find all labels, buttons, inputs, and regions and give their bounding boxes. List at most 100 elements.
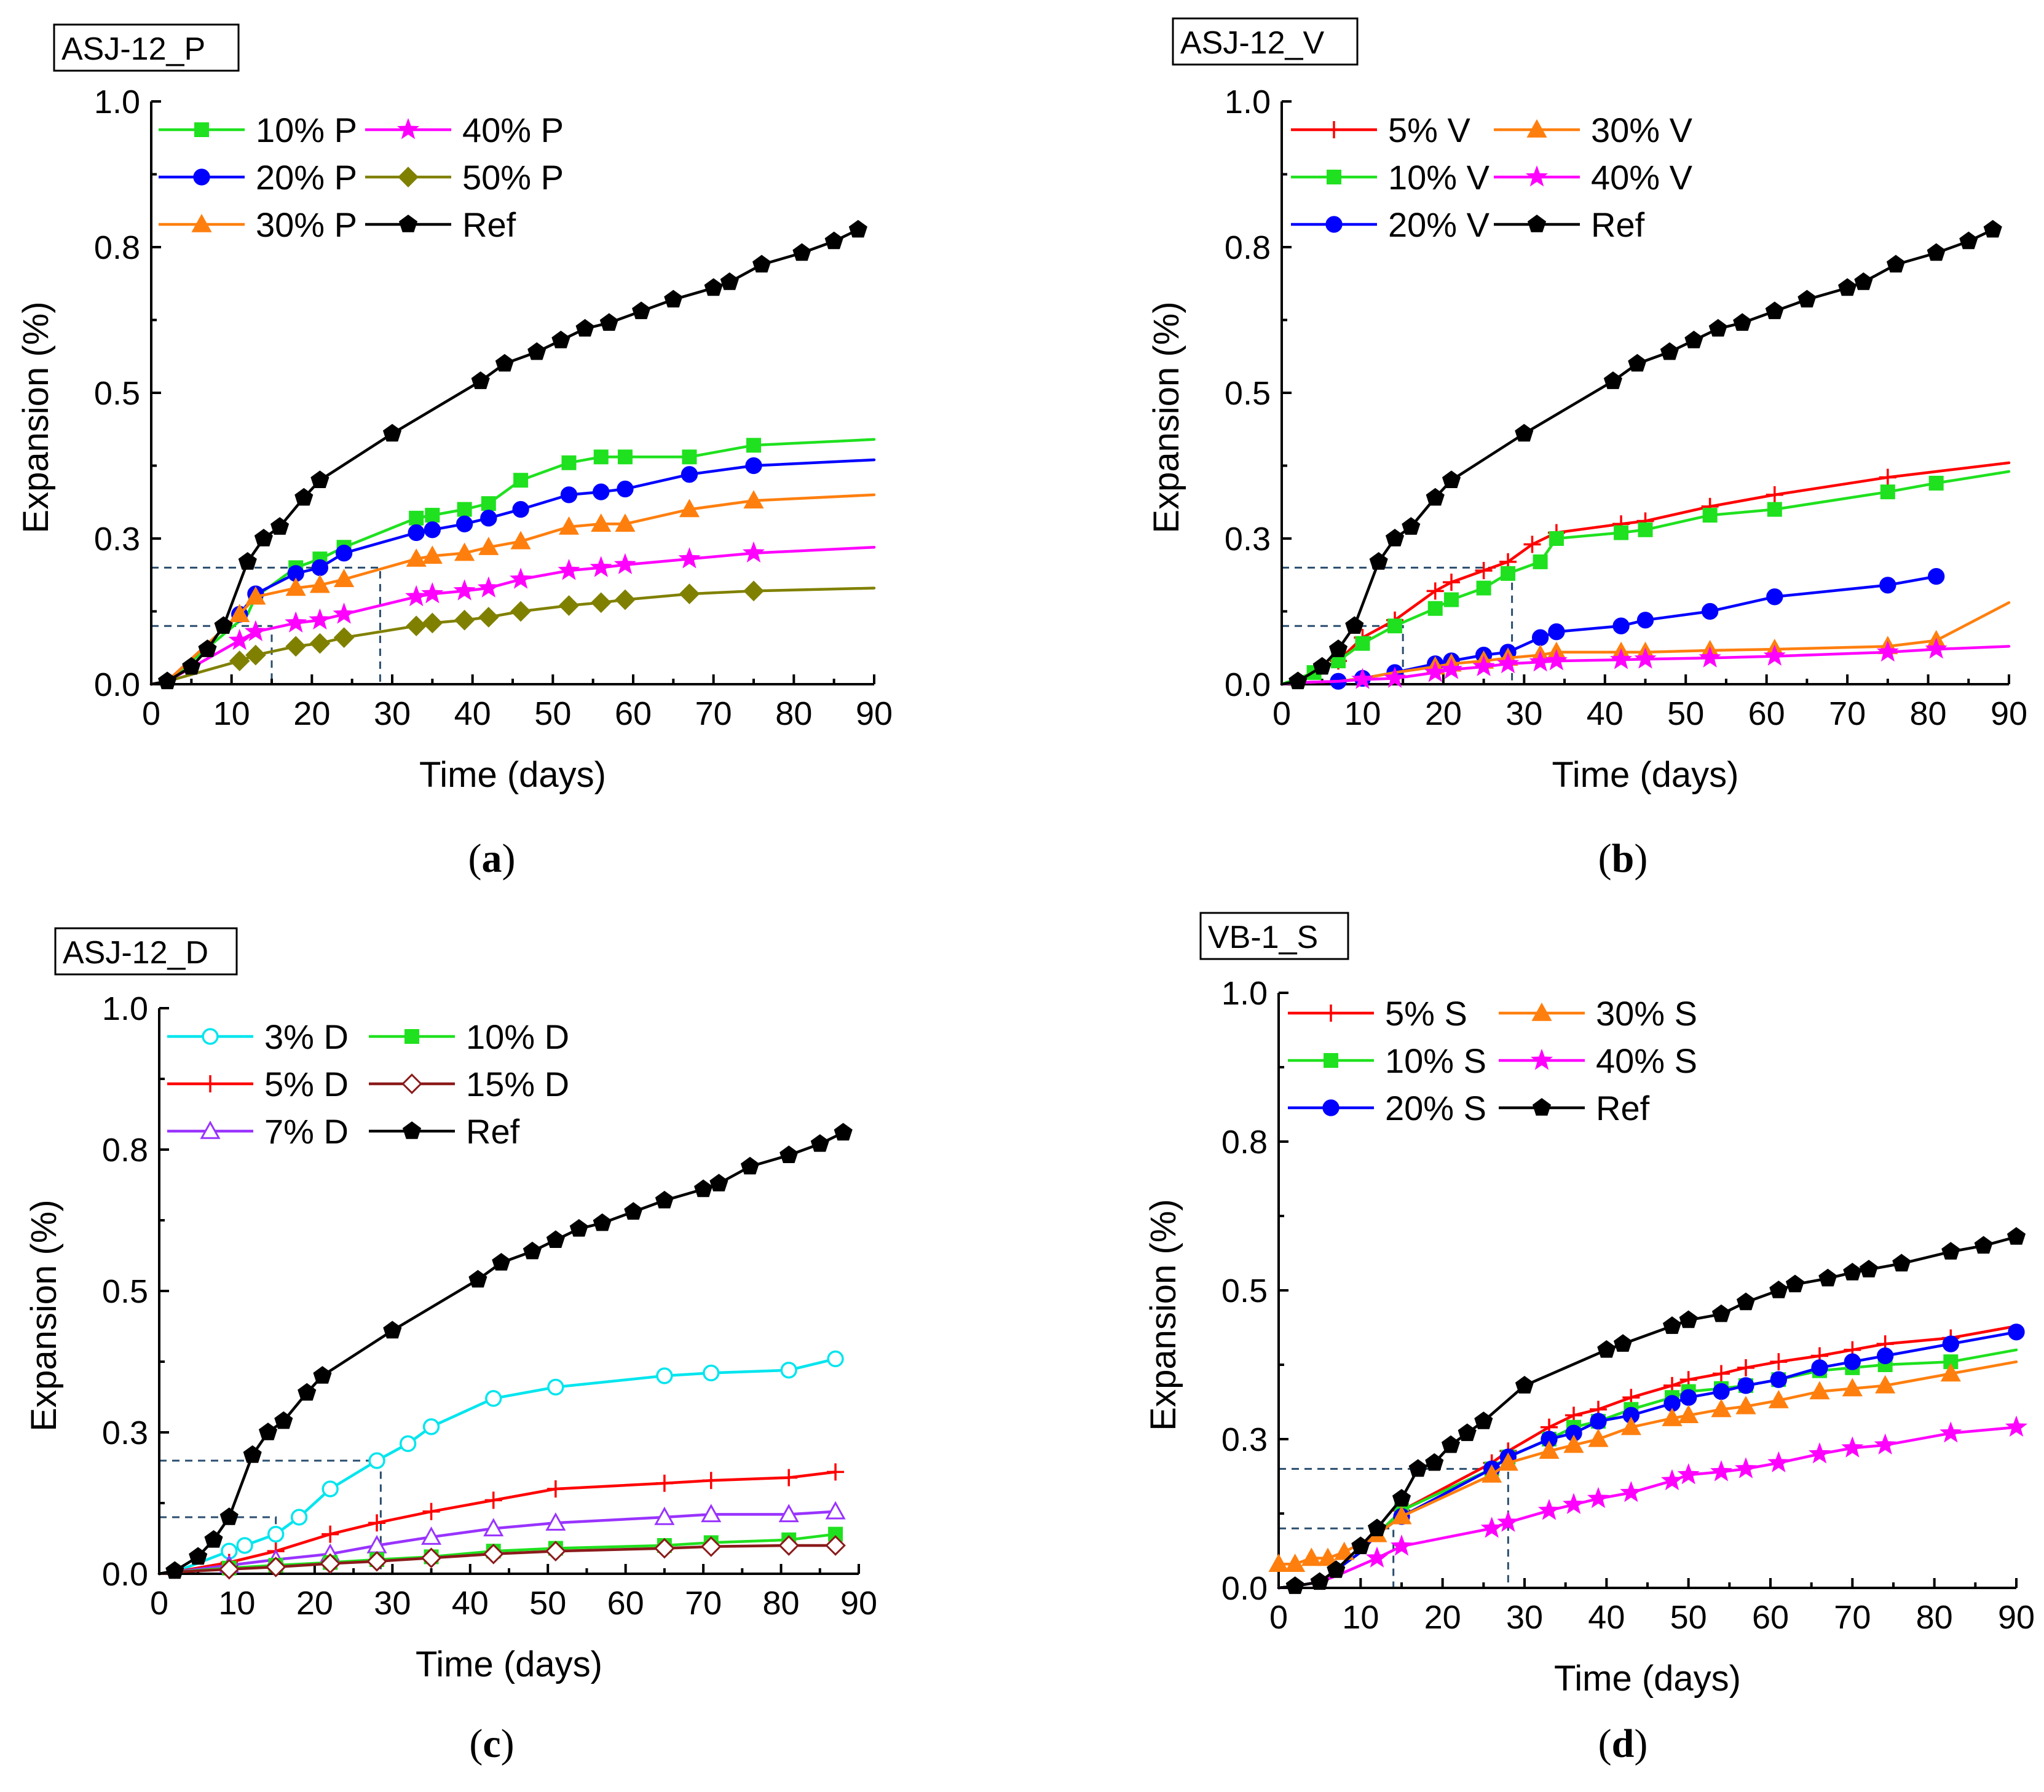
data-point (624, 1202, 643, 1220)
y-tick-label: 1.0 (1225, 84, 1271, 120)
legend-marker (398, 167, 419, 187)
legend-item: Ref (365, 205, 516, 244)
x-axis-label: Time (days) (1552, 755, 1739, 795)
x-tick-label: 80 (1910, 695, 1947, 732)
data-point (656, 1367, 673, 1384)
data-point (309, 574, 330, 593)
x-tick-label: 10 (1342, 1599, 1379, 1636)
data-point (313, 1366, 332, 1384)
legend-label: 5% V (1388, 111, 1470, 149)
data-point (678, 547, 701, 569)
data-point (743, 580, 764, 602)
x-axis-label: Time (days) (416, 1644, 602, 1684)
data-point (1662, 1316, 1682, 1334)
legend-label: 15% D (466, 1065, 569, 1103)
data-point (481, 496, 496, 511)
panel-title-box (53, 23, 240, 72)
data-point (778, 1504, 799, 1523)
x-tick-label: 40 (1588, 1599, 1625, 1636)
guide-line-0 (1282, 625, 1404, 684)
data-point (322, 1525, 339, 1543)
data-point (425, 508, 440, 523)
data-point (1391, 1506, 1412, 1525)
legend-marker (402, 1121, 422, 1139)
data-point (681, 466, 698, 483)
x-tick-label: 50 (1667, 695, 1704, 732)
data-point (1612, 617, 1630, 634)
chart-panel-d: VB-1_S 0 10 20 30 40 50 60 70 80 90 0.0 0.3 0.5 0.8 1.0… (1143, 912, 2035, 1766)
series-line (1280, 228, 1994, 686)
data-point (453, 579, 476, 601)
x-tick-label: 80 (775, 695, 812, 732)
data-point (523, 1241, 542, 1260)
data-point (1770, 1353, 1788, 1371)
y-tick-label: 0.3 (94, 521, 140, 558)
data-point (558, 516, 580, 535)
panel-caption-letter: d (1612, 1721, 1635, 1766)
legend-item: 40% S (1499, 1041, 1697, 1080)
x-tick-label: 90 (1998, 1599, 2035, 1636)
data-point (1925, 637, 1947, 659)
data-point (1620, 1416, 1641, 1435)
data-point (510, 567, 532, 589)
data-point (311, 559, 329, 577)
series-line (157, 1131, 845, 1576)
legend-marker (1324, 1053, 1338, 1068)
x-axis-label: Time (days) (419, 755, 606, 795)
data-point (422, 612, 443, 634)
data-point (1529, 650, 1552, 672)
legend-marker (401, 1073, 422, 1094)
series-ref (157, 1123, 853, 1579)
data-point (1928, 567, 1945, 585)
data-point (825, 1501, 846, 1520)
data-point (198, 639, 217, 657)
data-point (1539, 1440, 1560, 1459)
data-point (478, 537, 499, 555)
data-point (1768, 1389, 1789, 1408)
data-point (1940, 1363, 1961, 1382)
data-point (1735, 1395, 1756, 1415)
data-point (320, 1553, 341, 1574)
legend-item: 30% V (1494, 111, 1693, 149)
data-point (1597, 1340, 1616, 1358)
data-point (547, 1378, 564, 1396)
y-axis-label: Expansion (%) (1146, 301, 1186, 533)
data-point (1737, 1377, 1754, 1394)
y-tick-label: 0.5 (1221, 1273, 1268, 1309)
series-15-d (157, 1535, 846, 1580)
x-tick-label: 90 (1991, 695, 2027, 732)
data-point (1874, 1433, 1896, 1455)
data-point (1476, 580, 1491, 596)
y-tick-label: 0.8 (1221, 1124, 1268, 1161)
legend-item: 30% S (1499, 994, 1697, 1033)
data-point (546, 1230, 565, 1248)
x-tick-label: 70 (695, 695, 732, 732)
data-point (1425, 1453, 1444, 1471)
data-point (1620, 1481, 1643, 1502)
legend-marker (1325, 121, 1343, 138)
legend-item: 10% D (369, 1017, 569, 1056)
data-point (825, 1535, 846, 1556)
legend-label: Ref (1596, 1089, 1650, 1127)
data-point (709, 1174, 728, 1191)
panel-caption: (a) (468, 836, 516, 881)
data-point (1563, 1434, 1584, 1453)
data-point (1844, 1353, 1861, 1370)
data-point (1426, 487, 1445, 506)
data-point (408, 524, 425, 542)
data-point (591, 513, 612, 532)
data-point (1549, 531, 1564, 546)
data-point (827, 1463, 845, 1481)
series-line (1277, 1324, 2018, 1590)
panel-caption-letter: a (482, 836, 502, 881)
legend-marker (398, 215, 418, 232)
data-point (834, 1123, 853, 1141)
data-point (1928, 475, 1944, 491)
data-point (1876, 640, 1899, 662)
legend-label: Ref (462, 205, 516, 244)
data-point (333, 627, 355, 648)
data-point (558, 559, 580, 580)
x-tick-label: 40 (452, 1585, 489, 1622)
data-point (510, 601, 531, 622)
data-point (406, 548, 427, 567)
